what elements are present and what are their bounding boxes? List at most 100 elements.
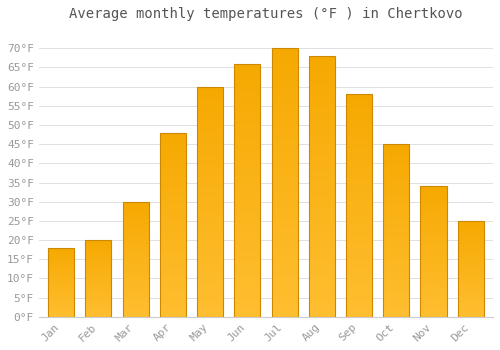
Bar	[86, 277, 112, 278]
Bar	[383, 250, 409, 251]
Bar	[420, 315, 446, 317]
Bar	[122, 314, 148, 316]
Bar	[122, 258, 148, 259]
Bar	[48, 287, 74, 288]
Bar	[234, 170, 260, 173]
Bar	[420, 232, 446, 233]
Bar	[272, 89, 297, 91]
Bar	[86, 278, 112, 279]
Bar	[234, 208, 260, 210]
Bar	[160, 276, 186, 278]
Bar	[308, 77, 335, 79]
Bar	[197, 282, 223, 285]
Bar	[346, 266, 372, 268]
Bar	[86, 314, 112, 315]
Bar	[308, 231, 335, 233]
Bar	[122, 316, 148, 317]
Bar	[272, 306, 297, 309]
Bar	[383, 206, 409, 208]
Bar	[234, 142, 260, 145]
Bar	[346, 117, 372, 119]
Bar	[346, 297, 372, 299]
Bar	[197, 296, 223, 299]
Bar	[160, 278, 186, 280]
Bar	[234, 294, 260, 296]
Bar	[86, 257, 112, 258]
Bar	[86, 295, 112, 296]
Bar	[346, 310, 372, 312]
Bar	[197, 96, 223, 98]
Bar	[458, 228, 483, 229]
Bar	[234, 216, 260, 218]
Bar	[346, 290, 372, 292]
Bar	[420, 288, 446, 289]
Bar	[308, 252, 335, 254]
Bar	[308, 278, 335, 280]
Bar	[346, 303, 372, 306]
Bar	[122, 226, 148, 227]
Bar	[272, 86, 297, 89]
Bar	[272, 274, 297, 276]
Bar	[234, 99, 260, 102]
Bar	[122, 211, 148, 212]
Bar	[458, 290, 483, 291]
Bar	[420, 300, 446, 301]
Bar	[346, 215, 372, 217]
Bar	[86, 292, 112, 293]
Bar	[86, 303, 112, 304]
Bar	[420, 280, 446, 282]
Bar	[48, 261, 74, 262]
Bar	[122, 273, 148, 274]
Bar	[383, 272, 409, 274]
Bar	[122, 295, 148, 296]
Bar	[197, 197, 223, 199]
Bar	[272, 287, 297, 290]
Bar	[122, 272, 148, 273]
Bar	[272, 91, 297, 94]
Bar	[234, 198, 260, 200]
Bar	[308, 194, 335, 197]
Bar	[346, 159, 372, 161]
Bar	[160, 245, 186, 247]
Bar	[458, 313, 483, 314]
Bar	[272, 132, 297, 134]
Bar	[160, 243, 186, 245]
Bar	[308, 205, 335, 207]
Bar	[122, 278, 148, 279]
Bar	[458, 274, 483, 275]
Bar	[458, 279, 483, 280]
Bar	[86, 243, 112, 244]
Bar	[458, 302, 483, 303]
Bar	[48, 268, 74, 269]
Bar	[48, 248, 74, 317]
Bar	[383, 160, 409, 161]
Bar	[122, 300, 148, 301]
Bar	[160, 286, 186, 287]
Bar	[346, 210, 372, 212]
Bar	[383, 284, 409, 286]
Bar	[346, 284, 372, 286]
Bar	[160, 142, 186, 144]
Bar	[346, 94, 372, 317]
Bar	[122, 268, 148, 270]
Bar	[346, 97, 372, 99]
Bar	[160, 182, 186, 184]
Bar	[234, 76, 260, 79]
Bar	[48, 282, 74, 283]
Bar	[48, 309, 74, 310]
Bar	[272, 94, 297, 97]
Bar	[197, 86, 223, 317]
Bar	[48, 253, 74, 254]
Bar	[48, 273, 74, 274]
Bar	[48, 297, 74, 298]
Bar	[234, 109, 260, 112]
Bar	[346, 143, 372, 146]
Bar	[197, 264, 223, 266]
Bar	[420, 197, 446, 198]
Bar	[346, 239, 372, 241]
Bar	[197, 298, 223, 301]
Bar	[48, 276, 74, 277]
Bar	[122, 234, 148, 235]
Bar	[160, 225, 186, 226]
Bar	[234, 104, 260, 107]
